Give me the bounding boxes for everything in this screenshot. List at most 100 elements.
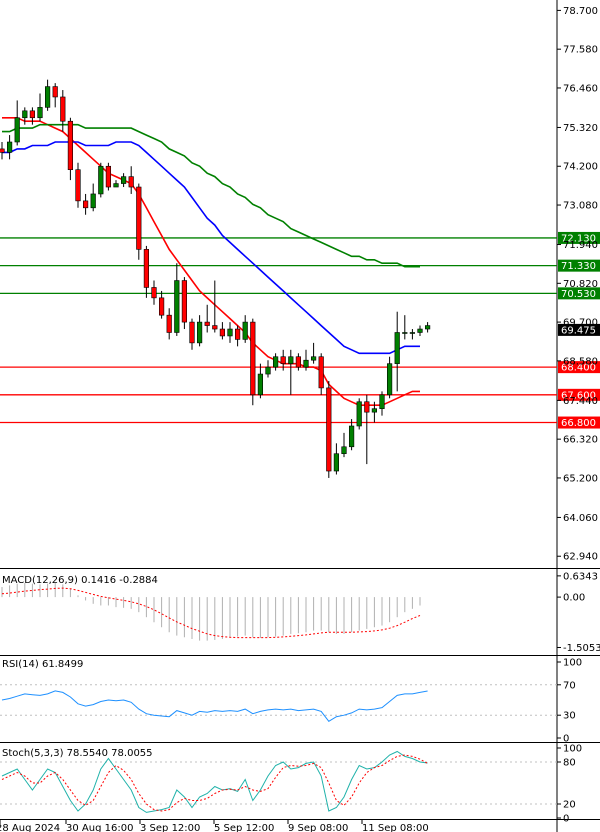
level-label-bg <box>558 259 600 272</box>
candle-body <box>98 165 104 195</box>
level-label: 72.130 <box>561 233 596 244</box>
rsi-tick-label: 100 <box>563 658 582 669</box>
stoch-tick-label: 0 <box>563 814 569 825</box>
level-label-bg <box>558 361 600 374</box>
rsi-panel: 100 70 30 0 <box>0 658 600 745</box>
price-tick-label: 73.080 <box>563 201 598 212</box>
candle-body <box>181 280 188 323</box>
price-tick-label: 74.200 <box>563 162 598 173</box>
candle-body <box>83 200 89 209</box>
last-price-label: 69.475 <box>561 325 596 336</box>
candle-body <box>402 332 408 334</box>
level-label: 70.530 <box>561 289 596 300</box>
candle-body <box>326 387 332 472</box>
macd-label: MACD(12,26,9) 0.1416 -0.2884 <box>2 575 158 586</box>
candle-body <box>250 321 256 396</box>
stoch-panel: 100 80 20 0 <box>0 744 600 825</box>
level-label: 66.800 <box>561 418 596 429</box>
candle-body <box>356 401 362 427</box>
candle-body <box>29 110 36 119</box>
price-tick-label: 66.320 <box>563 435 598 446</box>
candle-body <box>265 366 271 375</box>
rsi-line <box>1 690 428 722</box>
candle-body <box>197 321 203 344</box>
candle-body <box>90 193 96 209</box>
price-tick-label: 64.060 <box>563 513 598 524</box>
candle-body <box>143 249 150 288</box>
candle-body <box>212 325 218 330</box>
rsi-tick-label: 0 <box>563 734 569 745</box>
price-tick-label: 76.460 <box>563 83 598 94</box>
candle-body <box>424 325 431 330</box>
macd-signal-line <box>1 587 421 639</box>
candle-body <box>242 321 248 340</box>
candle-body <box>105 165 111 188</box>
support-resistance-levels: 72.130 71.330 70.530 68.400 67.600 66.800 <box>0 231 600 429</box>
candle-body <box>60 96 66 122</box>
price-tick-label: 75.320 <box>563 123 598 134</box>
time-tick-label: 30 Aug 16:00 <box>66 823 133 832</box>
level-label: 68.400 <box>561 363 596 374</box>
candle-body <box>22 110 28 119</box>
stoch-d-line <box>1 754 428 812</box>
candle-body <box>295 356 302 368</box>
price-tick-label: 77.580 <box>563 45 598 56</box>
time-tick-label: 5 Sep 12:00 <box>214 823 274 832</box>
candle-body <box>113 183 119 188</box>
price-tick-label: 65.200 <box>563 473 598 484</box>
candle-body <box>44 86 51 108</box>
time-tick-label: 28 Aug 2024 <box>0 823 60 832</box>
candle-body <box>128 176 134 188</box>
rsi-label: RSI(14) 61.8499 <box>2 659 83 670</box>
candle-body <box>166 314 172 333</box>
candle-body <box>310 356 317 361</box>
candle-body <box>159 297 165 316</box>
candle-body <box>0 148 5 153</box>
candles <box>0 79 431 478</box>
candle-body <box>37 107 43 119</box>
level-label-bg <box>558 388 600 401</box>
candle-body <box>189 321 195 344</box>
candle-body <box>288 356 294 364</box>
stoch-label: Stoch(5,3,3) 78.5540 78.0055 <box>2 748 153 759</box>
candle-body <box>219 328 226 337</box>
candle-body <box>204 321 210 326</box>
candle-body <box>227 328 233 337</box>
candle-body <box>409 332 416 334</box>
price-tick-label: 69.700 <box>563 318 598 329</box>
candle-body <box>364 401 370 413</box>
price-axis: 78.700 77.580 76.460 75.320 74.200 73.080 71.9… <box>557 6 600 563</box>
price-tick-label: 71.940 <box>563 240 598 251</box>
price-tick-label: 67.440 <box>563 396 598 407</box>
candle-body <box>121 176 127 184</box>
macd-tick-label: -1.5053 <box>563 643 600 654</box>
price-tick-label: 70.820 <box>563 279 598 290</box>
candle-body <box>341 446 347 455</box>
time-tick-label: 3 Sep 12:00 <box>140 823 200 832</box>
candle-body <box>303 359 309 368</box>
price-tick-label: 68.580 <box>563 356 598 367</box>
candle-body <box>379 394 385 409</box>
candle-body <box>257 373 264 396</box>
level-label: 71.330 <box>561 261 596 272</box>
stoch-k-line <box>1 750 428 813</box>
candle-body <box>52 86 58 98</box>
time-tick-label: 11 Sep 08:00 <box>362 823 429 832</box>
macd-tick-label: 0.6343 <box>563 571 598 582</box>
candle-body <box>280 356 286 364</box>
level-label-bg <box>558 416 600 429</box>
candle-body <box>272 356 279 368</box>
candle-body <box>348 425 355 448</box>
stoch-tick-label: 100 <box>563 744 582 755</box>
level-label: 67.600 <box>561 390 596 401</box>
candle-body <box>333 453 340 472</box>
candle-body <box>7 141 13 153</box>
candle-body <box>371 408 378 413</box>
price-tick-label: 62.940 <box>563 552 598 563</box>
time-axis: 28 Aug 2024 30 Aug 16:00 3 Sep 12:00 5 Sep … <box>0 820 429 832</box>
stoch-tick-label: 80 <box>563 758 576 769</box>
candle-body <box>151 287 157 299</box>
candle-body <box>14 117 20 143</box>
